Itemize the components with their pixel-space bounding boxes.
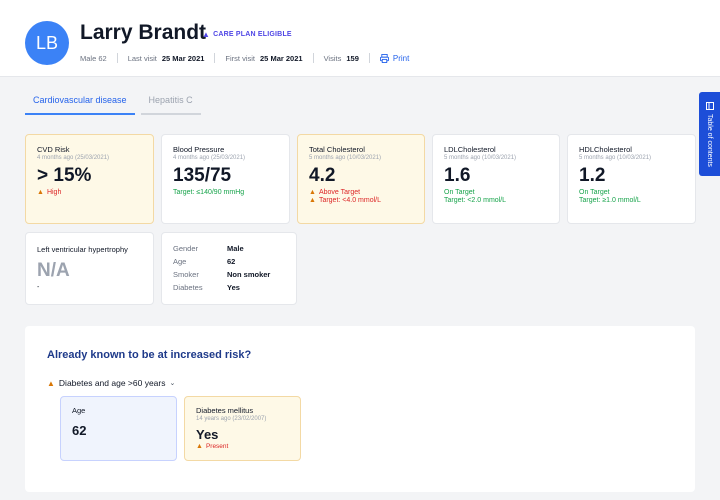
status-label: On Target xyxy=(444,188,475,196)
lvh-card: Left ventricular hypertrophy N/A - xyxy=(25,232,154,305)
avatar: LB xyxy=(25,21,69,65)
warning-icon: ▲ xyxy=(196,443,203,450)
divider xyxy=(116,53,118,63)
increased-risk-panel: Already known to be at increased risk? ▲… xyxy=(25,326,695,492)
condition-label: Diabetes and age >60 years xyxy=(58,378,166,388)
card-title: CVD Risk xyxy=(37,145,70,154)
hdl-value: 1.2 xyxy=(579,165,606,186)
age-value: 62 xyxy=(72,423,87,438)
demographic-row: Age xyxy=(173,257,186,266)
sidebar-icon xyxy=(705,101,714,110)
cvd-risk-value: > 15% xyxy=(37,165,92,186)
chevron-down-icon: ⌄ xyxy=(169,380,176,387)
target-label: Target: <4.0 mmol/L xyxy=(318,196,381,204)
print-button[interactable]: Print xyxy=(379,53,410,63)
demographic-key: Age xyxy=(173,257,187,266)
demographic-key: Smoker xyxy=(173,270,199,279)
card-date: 14 years ago (23/02/2007) xyxy=(196,416,267,422)
tab-hepatitis-c[interactable]: Hepatitis C xyxy=(140,89,201,115)
condition-tabs: Cardiovascular disease Hepatitis C xyxy=(25,89,207,115)
first-visit-value: 25 Mar 2021 xyxy=(260,53,303,63)
lvh-value: N/A xyxy=(37,260,70,281)
care-plan-badge: ▲ CARE PLAN ELIGIBLE xyxy=(202,30,292,39)
diabetes-value: Yes xyxy=(227,283,240,292)
status-row: ▲ Above Target xyxy=(309,189,413,196)
card-date: 5 months ago (10/03/2021) xyxy=(444,155,517,161)
blood-pressure-card: Blood Pressure 4 months ago (25/03/2021)… xyxy=(161,134,290,224)
tab-cardiovascular[interactable]: Cardiovascular disease xyxy=(25,89,135,115)
age-card: Age 62 xyxy=(60,396,177,461)
patient-meta: Male 62 Last visit 25 Mar 2021 First vis… xyxy=(80,53,409,63)
target-row: ▲ Target: <4.0 mmol/L xyxy=(309,197,413,204)
blood-pressure-value: 135/75 xyxy=(173,165,232,186)
demographic-row: Smoker xyxy=(173,270,199,279)
age-value: 62 xyxy=(227,257,236,266)
demographic-key: Gender xyxy=(173,244,199,253)
card-date: 4 months ago (25/03/2021) xyxy=(37,155,110,161)
alert-triangle-icon: ▲ xyxy=(202,30,211,39)
first-visit-label: First visit xyxy=(225,53,256,63)
last-visit-value: 25 Mar 2021 xyxy=(161,53,205,63)
lvh-note: - xyxy=(37,283,40,291)
card-title: Age xyxy=(72,406,86,415)
status-label: On Target xyxy=(579,188,610,196)
smoker-value: Non smoker xyxy=(227,270,271,279)
warning-icon: ▲ xyxy=(37,188,44,196)
cvd-risk-card: CVD Risk 4 months ago (25/03/2021) > 15%… xyxy=(25,134,154,224)
divider xyxy=(312,53,314,63)
demographic-value-row: Male xyxy=(227,244,244,253)
card-title: Blood Pressure xyxy=(173,145,225,154)
demographic-key: Diabetes xyxy=(173,283,203,292)
card-title: Left ventricular hypertrophy xyxy=(37,245,128,254)
demographic-row: Gender xyxy=(173,244,198,253)
card-date: 5 months ago (10/03/2021) xyxy=(309,155,382,161)
demographic-value-row: Non smoker xyxy=(227,270,270,279)
toc-label: Table of contents xyxy=(706,113,713,167)
divider xyxy=(214,53,216,63)
demographic-value-row: 62 xyxy=(227,257,235,266)
card-title: HDLCholesterol xyxy=(579,145,632,154)
card-date: 4 months ago (25/03/2021) xyxy=(173,155,246,161)
demographics-card: Gender Male Age 62 Smoker Non smoker Dia… xyxy=(161,232,297,305)
cvd-risk-status: ▲ High xyxy=(37,189,142,196)
condition-toggle[interactable]: ▲ Diabetes and age >60 years ⌄ xyxy=(47,378,175,388)
status-label: Above Target xyxy=(318,188,361,196)
card-title: Diabetes mellitus xyxy=(196,406,254,415)
gender-value: Male xyxy=(227,244,244,253)
target-label: Target: ≥1.0 mmol/L xyxy=(579,196,641,204)
last-visit-label: Last visit xyxy=(127,53,157,63)
total-cholesterol-card: Total Cholesterol 5 months ago (10/03/20… xyxy=(297,134,425,224)
patient-name: Larry Brandt xyxy=(80,21,207,44)
sex-age: Male 62 xyxy=(80,53,107,63)
demographic-row: Diabetes xyxy=(173,283,203,292)
status-label: High xyxy=(46,188,62,196)
status-label: Present xyxy=(205,443,229,450)
visits-value: 159 xyxy=(346,53,359,63)
table-of-contents-button[interactable]: Table of contents xyxy=(699,92,720,176)
warning-icon: ▲ xyxy=(309,196,316,204)
print-label: Print xyxy=(392,53,410,63)
divider xyxy=(368,53,370,63)
warning-icon: ▲ xyxy=(309,188,316,196)
total-cholesterol-value: 4.2 xyxy=(309,165,336,186)
care-plan-badge-label: CARE PLAN ELIGIBLE xyxy=(213,31,292,38)
ldl-value: 1.6 xyxy=(444,165,471,186)
present-status: ▲ Present xyxy=(196,443,289,450)
diabetes-card: Diabetes mellitus 14 years ago (23/02/20… xyxy=(184,396,301,461)
target-label: Target: ≤140/90 mmHg xyxy=(173,188,245,196)
card-date: 5 months ago (10/03/2021) xyxy=(579,155,652,161)
visits-label: Visits xyxy=(323,53,342,63)
card-title: Total Cholesterol xyxy=(309,145,365,154)
patient-header: LB Larry Brandt ▲ CARE PLAN ELIGIBLE Mal… xyxy=(0,0,720,77)
warning-icon: ▲ xyxy=(47,378,55,388)
ldl-cholesterol-card: LDLCholesterol 5 months ago (10/03/2021)… xyxy=(432,134,560,224)
card-title: LDLCholesterol xyxy=(444,145,496,154)
risk-title: Already known to be at increased risk? xyxy=(47,349,252,361)
hdl-cholesterol-card: HDLCholesterol 5 months ago (10/03/2021)… xyxy=(567,134,696,224)
target-label: Target: <2.0 mmol/L xyxy=(444,196,507,204)
printer-icon xyxy=(379,53,389,63)
demographic-value-row: Yes xyxy=(227,283,240,292)
diabetes-value: Yes xyxy=(196,427,219,442)
